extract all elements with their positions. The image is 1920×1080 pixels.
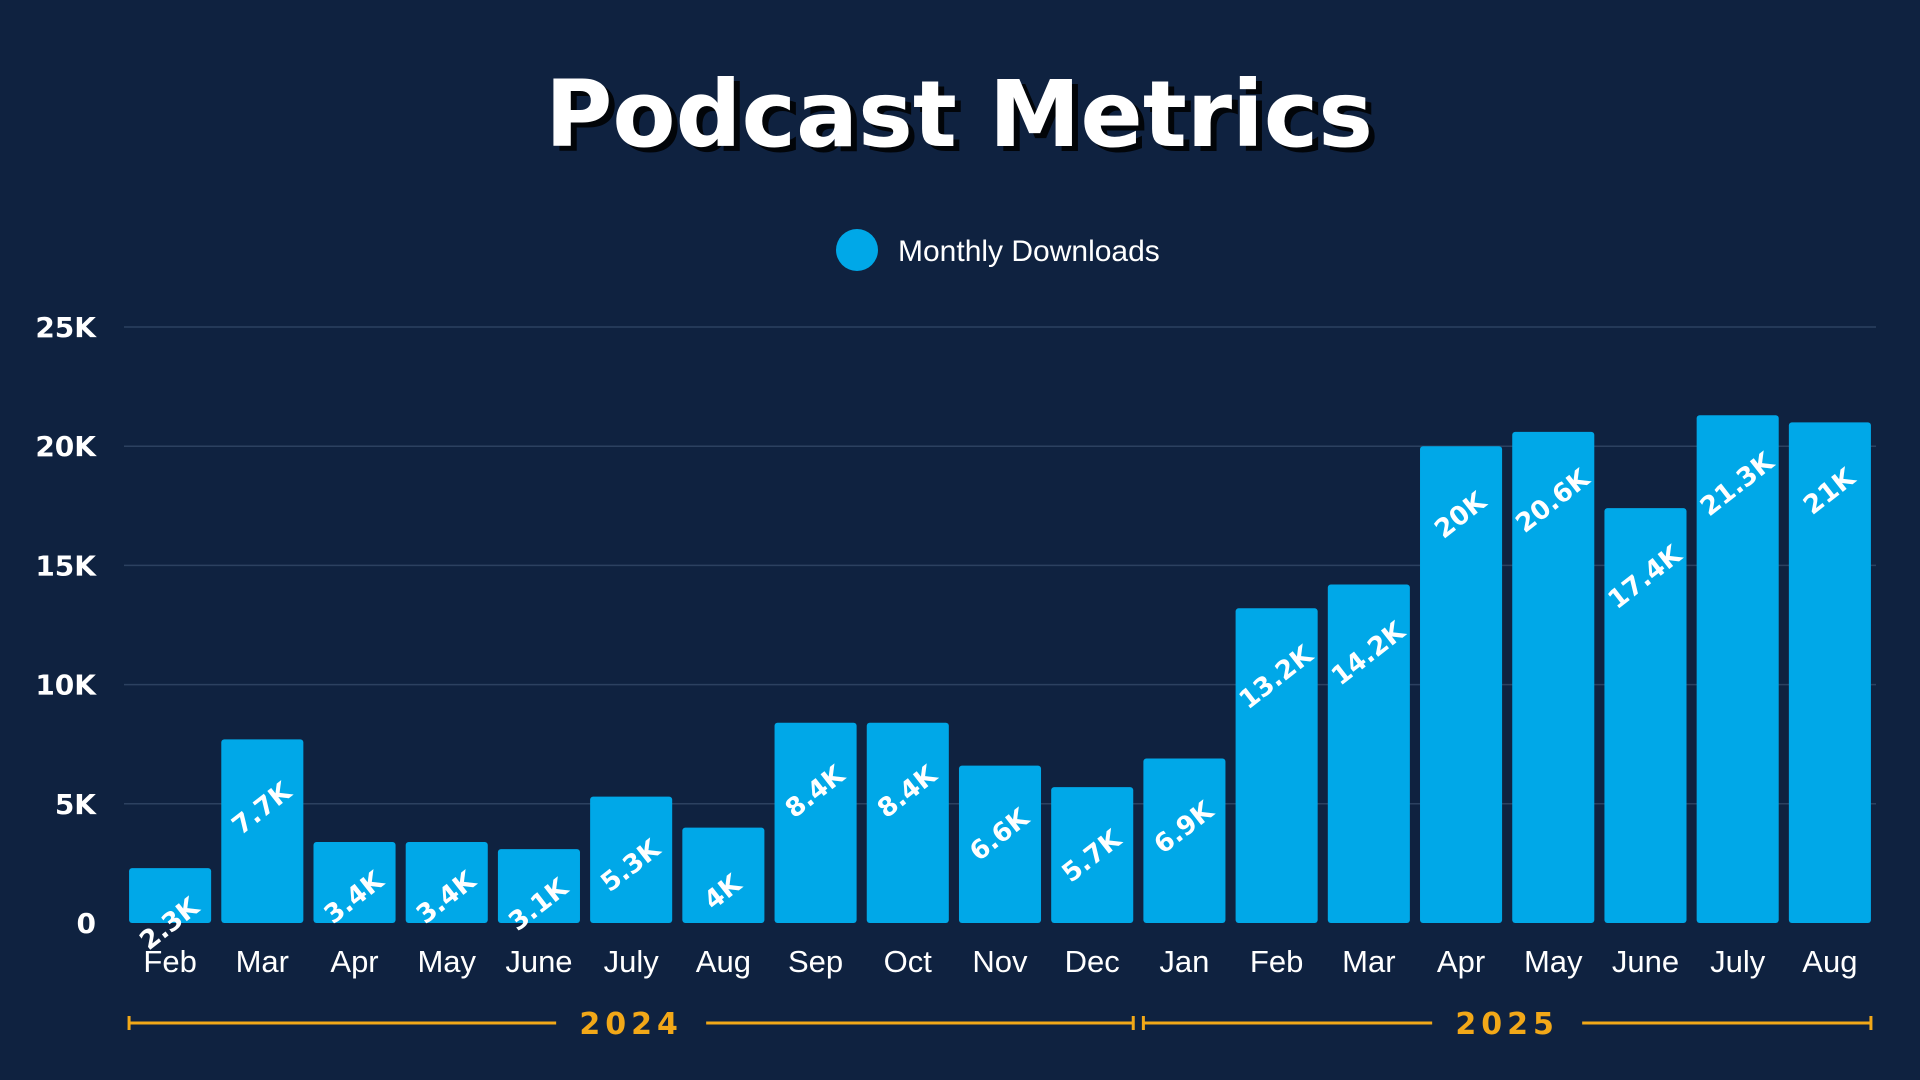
y-tick-label: 0 xyxy=(77,907,96,940)
x-tick-label: Mar xyxy=(236,944,289,979)
bar xyxy=(1788,422,1871,923)
bar xyxy=(1512,431,1595,923)
x-tick-label: Oct xyxy=(884,944,933,979)
bar xyxy=(405,841,488,923)
bar xyxy=(1327,584,1410,923)
x-tick-label: Jan xyxy=(1159,944,1209,979)
chart-title-shadow: Podcast Metrics xyxy=(551,66,1379,173)
x-tick-label: May xyxy=(1524,944,1583,979)
bar xyxy=(1696,415,1779,923)
x-tick-label: Sep xyxy=(788,944,843,979)
bar xyxy=(497,849,580,923)
bar xyxy=(1235,608,1318,923)
bar xyxy=(1420,446,1503,923)
y-tick-label: 5K xyxy=(55,788,97,821)
bar xyxy=(221,739,304,923)
legend-label: Monthly Downloads xyxy=(898,235,1160,268)
x-tick-label: May xyxy=(417,944,476,979)
bar xyxy=(129,868,212,923)
bar xyxy=(866,722,949,923)
bar xyxy=(590,796,673,923)
x-tick-label: June xyxy=(505,944,572,979)
x-axis-ticks: Feb Mar Apr May June July Aug Sep Oct Nov Dec Jan Fe… xyxy=(143,944,1857,979)
bar xyxy=(1051,787,1134,923)
x-tick-label: Feb xyxy=(1250,944,1303,979)
x-tick-label: Feb xyxy=(143,944,196,979)
x-tick-label: July xyxy=(604,944,660,979)
legend-swatch xyxy=(836,229,878,271)
x-tick-label: Apr xyxy=(330,944,378,979)
x-tick-label: Nov xyxy=(972,944,1028,979)
bar xyxy=(958,765,1042,923)
x-tick-label: Apr xyxy=(1437,944,1485,979)
y-tick-label: 10K xyxy=(35,669,97,702)
y-tick-label: 25K xyxy=(35,311,97,344)
year-label: 2024 xyxy=(579,1007,683,1042)
chart-title: Podcast Metrics xyxy=(545,61,1373,168)
x-tick-label: Aug xyxy=(1802,944,1857,979)
bar xyxy=(682,827,765,923)
x-tick-label: Dec xyxy=(1065,944,1120,979)
x-tick-label: Mar xyxy=(1342,944,1395,979)
legend: Monthly Downloads xyxy=(836,229,1160,271)
bar xyxy=(1604,508,1687,923)
y-tick-label: 15K xyxy=(35,549,97,582)
bar xyxy=(313,841,396,923)
x-tick-label: July xyxy=(1710,944,1766,979)
bars xyxy=(129,415,1871,923)
y-tick-label: 20K xyxy=(35,430,97,463)
bar xyxy=(1143,758,1226,923)
year-brackets: 2024 2025 xyxy=(127,1007,1873,1042)
y-axis-ticks: 0 5K 10K 15K 20K 25K xyxy=(35,311,97,940)
x-tick-label: Aug xyxy=(696,944,751,979)
x-tick-label: June xyxy=(1612,944,1679,979)
bar xyxy=(774,722,857,923)
year-label: 2025 xyxy=(1455,1007,1559,1042)
